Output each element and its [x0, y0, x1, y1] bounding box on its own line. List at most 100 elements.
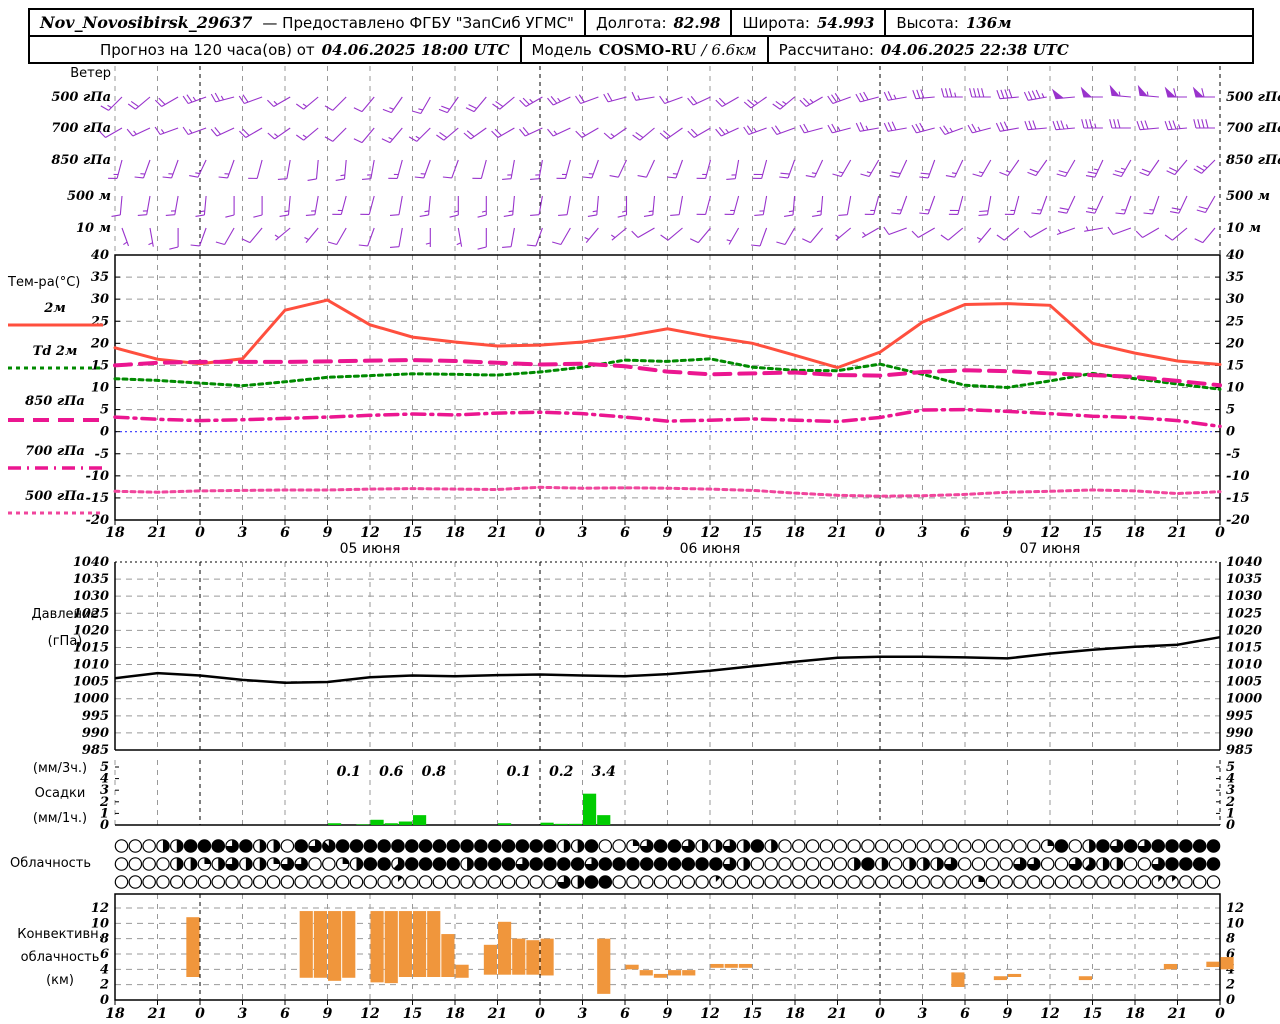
wind-barb: [911, 227, 935, 238]
wind-barb: [361, 159, 375, 180]
wind-barb: [743, 96, 767, 109]
precip-bar: [554, 823, 568, 825]
wind-barb: [1164, 227, 1188, 241]
cloud-circle-fill: [1165, 857, 1179, 871]
wind-barb: [726, 159, 740, 180]
cloud-circle-fill: [1207, 839, 1220, 853]
precip-axis-label-left: 4: [100, 772, 109, 787]
wind-barb: [241, 227, 263, 244]
wind-barb: [419, 195, 431, 217]
wind-barb: [838, 195, 852, 216]
precip-bar: [413, 815, 427, 825]
conv-bar: [668, 970, 682, 976]
cloud-circle-fill: [557, 875, 570, 889]
cloud-circle: [805, 857, 820, 871]
wind-barb: [556, 159, 571, 179]
wind-barb: [912, 89, 935, 100]
hour-label: 21: [487, 525, 507, 541]
cloud-circle: [764, 875, 778, 889]
precip-bar: [328, 823, 342, 825]
wind-barb: [442, 159, 459, 179]
pressure-axis-label-right: 1035: [1226, 572, 1262, 587]
cloud-circle: [1082, 875, 1096, 889]
conv-axis-label-right: 8: [1226, 932, 1235, 947]
cloud-circle-fill: [1110, 839, 1123, 853]
pressure-series: [114, 635, 1221, 684]
conv-bar: [398, 911, 412, 977]
temp-axis-label-left: 30: [91, 292, 109, 307]
cloud-circle-fill: [743, 839, 750, 853]
longitude-segment: Долгота: 82.98: [583, 10, 731, 35]
cloud-circle: [266, 875, 281, 889]
conv-bar: [625, 964, 639, 970]
wind-barb: [1112, 159, 1132, 178]
hour-label-bottom: 0: [535, 1006, 545, 1022]
precip-bar: [583, 793, 597, 825]
cloud-circle: [1109, 875, 1124, 889]
longitude-value: 82.98: [673, 13, 721, 32]
forecast-label: Прогноз на 120 часа(ов) от: [100, 40, 315, 59]
wind-barb: [411, 96, 431, 115]
cloud-circle: [957, 839, 972, 853]
conv-axis-label-right: 0: [1226, 993, 1235, 1008]
conv-axis-label-right: 2: [1225, 978, 1235, 993]
conv-bar: [653, 973, 667, 978]
hour-label: 15: [403, 525, 422, 541]
wind-barb: [552, 227, 571, 246]
wind-barb: [805, 159, 824, 178]
cloud-circle-fill: [585, 839, 598, 853]
wind-barb: [754, 195, 768, 216]
cloud-circle: [460, 875, 474, 889]
pressure-axis-label-right: 1015: [1226, 640, 1262, 655]
wind-barb: [530, 159, 543, 180]
cloud-circle: [792, 857, 806, 871]
cloud-circle: [128, 875, 143, 889]
station-id: Nov_Novosibirsk_29637: [40, 13, 253, 32]
cloud-circle-fill: [405, 857, 418, 871]
precip-bar: [384, 823, 398, 825]
pressure-axis-label-left: 995: [82, 709, 109, 724]
cloud-circle-fill: [861, 857, 875, 871]
cloud-circle-fill: [474, 857, 488, 871]
cloud-circle-fill: [585, 857, 598, 871]
wind-barb: [1135, 227, 1160, 238]
model-name: COSMO-RU: [598, 40, 697, 59]
precip-3h-sum: 3.4: [592, 764, 616, 780]
conv-axis-label-right: 6: [1226, 947, 1235, 962]
wind-barb: [190, 227, 207, 247]
wind-barb: [919, 195, 936, 215]
cloud-circle: [446, 875, 461, 889]
run-time: 04.06.2025 18:00 UTC: [321, 40, 510, 59]
wind-barb: [575, 94, 599, 105]
cloud-circle-fill: [377, 857, 391, 871]
conv-axis-label-left: 10: [91, 916, 109, 931]
precip-bar: [356, 824, 370, 825]
wind-barb: [967, 123, 991, 134]
cloud-row: [114, 839, 1221, 853]
wind-barb: [637, 159, 655, 178]
cloud-circle-fill: [557, 857, 571, 871]
wind-level-label-left: 700 гПа: [51, 121, 111, 136]
pressure-axis-label-left: 1000: [73, 692, 109, 707]
cloud-circle: [128, 857, 143, 871]
conv-bar: [313, 911, 327, 978]
pressure-axis-label-right: 1040: [1226, 555, 1262, 570]
wind-barb: [182, 126, 207, 136]
temp-axis-label-right: 30: [1226, 292, 1244, 307]
wind-barb: [225, 196, 235, 218]
cloud-circle: [156, 875, 170, 889]
cloud-circle: [225, 875, 239, 889]
conv-axis-label-left: 6: [100, 947, 109, 962]
wind-barb: [274, 227, 291, 241]
hour-label: 18: [105, 525, 125, 541]
wind-barb: [1193, 159, 1216, 174]
wind-barb: [776, 227, 796, 246]
cloud-circle-fill: [543, 857, 557, 871]
wind-barb: [948, 195, 964, 215]
cloud-circle-fill: [577, 839, 584, 853]
temp-axis-label-right: -20: [1226, 513, 1250, 528]
wind-panel: Ветер 500 гПа 500 гПа 700 гПа 700 гПа 850 гПа…: [51, 66, 1280, 255]
temp-axis-label-left: 15: [91, 358, 109, 373]
hour-label: 12: [1040, 525, 1060, 541]
cloud-circle-fill: [342, 857, 349, 864]
